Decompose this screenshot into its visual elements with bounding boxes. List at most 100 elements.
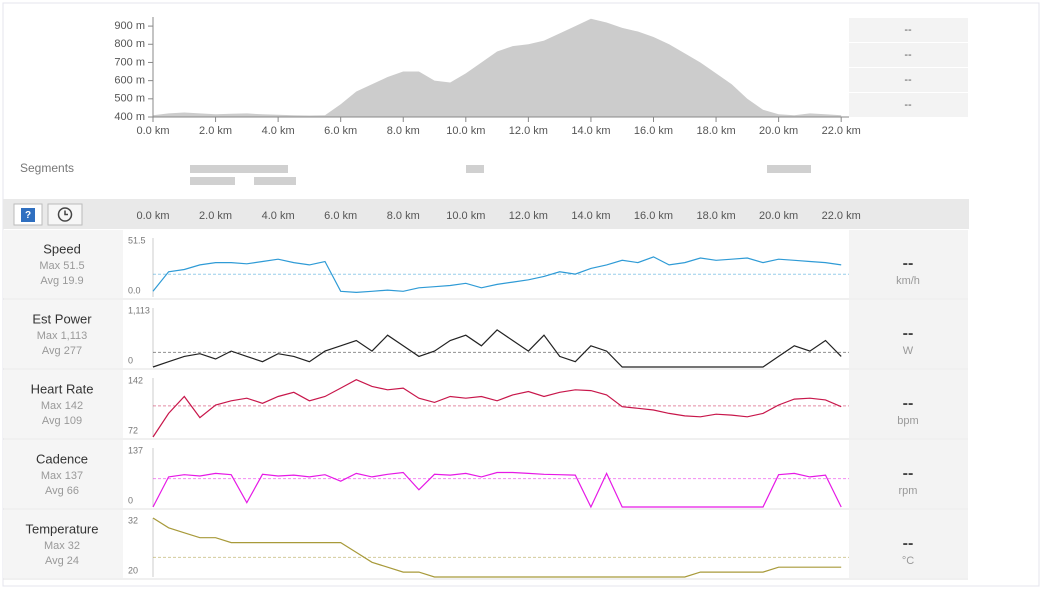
x-tick-label: 6.0 km	[324, 125, 357, 137]
stream-name: Est Power	[32, 311, 92, 326]
stat-box	[849, 68, 968, 92]
x-tick-label: 2.0 km	[199, 125, 232, 137]
stat-label: Avg	[40, 275, 59, 287]
stat-label: Max	[41, 470, 62, 482]
stat-label: Max	[44, 540, 65, 552]
current-value: --	[903, 325, 914, 342]
x-tick-label: 10.0 km	[446, 125, 485, 137]
toolbar-x-tick-label: 18.0 km	[696, 210, 735, 222]
stream-name: Cadence	[36, 451, 88, 466]
segment[interactable]	[190, 177, 235, 185]
stat-value: --	[904, 24, 912, 36]
x-tick-label: 14.0 km	[571, 125, 610, 137]
toolbar-x-tick-label: 0.0 km	[136, 210, 169, 222]
toolbar-x-tick-label: 8.0 km	[387, 210, 420, 222]
y-tick-label: 500 m	[114, 93, 145, 105]
y-tick-label: 700 m	[114, 56, 145, 68]
stream-line	[152, 471, 842, 509]
unit: rpm	[899, 485, 918, 497]
toolbar-x-tick-label: 16.0 km	[634, 210, 673, 222]
value-cell	[849, 370, 968, 438]
stream-max: Max 142	[41, 400, 83, 412]
y-tick-label: 0.0	[128, 285, 141, 295]
toolbar-x-tick-label: 6.0 km	[324, 210, 357, 222]
unit: km/h	[896, 275, 920, 287]
y-tick-label: 900 m	[114, 20, 145, 32]
stat-value: --	[904, 49, 912, 61]
stat-label: Max	[41, 400, 62, 412]
current-value: --	[903, 465, 914, 482]
label-cell	[3, 300, 123, 368]
y-tick-label: 51.5	[128, 235, 146, 245]
stream-avg: Avg 277	[42, 345, 82, 357]
toolbar-x-tick-label: 22.0 km	[822, 210, 861, 222]
x-tick-label: 12.0 km	[509, 125, 548, 137]
y-tick-label: 0	[128, 355, 133, 365]
x-tick-label: 0.0 km	[136, 125, 169, 137]
stream-name: Speed	[43, 241, 81, 256]
segment[interactable]	[254, 177, 296, 185]
y-tick-label: 142	[128, 375, 143, 385]
y-tick-label: 600 m	[114, 75, 145, 87]
y-tick-label: 72	[128, 425, 138, 435]
toolbar-x-tick-label: 10.0 km	[446, 210, 485, 222]
stat-box	[849, 18, 968, 42]
label-cell	[3, 440, 123, 508]
segment[interactable]	[466, 165, 484, 173]
stat-box	[849, 93, 968, 117]
stat-label: Avg	[45, 555, 64, 567]
toolbar-x-tick-label: 4.0 km	[262, 210, 295, 222]
stream-avg: Avg 24	[45, 555, 79, 567]
stream-max: Max 1,113	[37, 330, 88, 342]
toolbar-x-tick-label: 12.0 km	[509, 210, 548, 222]
x-tick-label: 16.0 km	[634, 125, 673, 137]
toolbar-x-tick-label: 20.0 km	[759, 210, 798, 222]
stat-label: Avg	[42, 345, 61, 357]
elevation-area	[153, 18, 842, 117]
stat-value: 109	[64, 415, 82, 427]
y-tick-label: 32	[128, 515, 138, 525]
stat-value: 277	[64, 345, 82, 357]
segment[interactable]	[190, 165, 288, 173]
segments-label: Segments	[20, 161, 74, 175]
stat-label: Max	[37, 330, 58, 342]
stat-label: Max	[39, 260, 60, 272]
current-value: --	[903, 395, 914, 412]
toolbar-x-tick-label: 2.0 km	[199, 210, 232, 222]
stat-value: 19.9	[62, 275, 83, 287]
toolbar-x-tick-label: 14.0 km	[571, 210, 610, 222]
label-cell	[3, 370, 123, 438]
x-tick-label: 8.0 km	[387, 125, 420, 137]
stat-value: --	[904, 99, 912, 111]
y-tick-label: 0	[128, 495, 133, 505]
unit: bpm	[897, 415, 918, 427]
stream-max: Max 51.5	[39, 260, 84, 272]
y-tick-label: 400 m	[114, 111, 145, 123]
help-button[interactable]: ?	[13, 203, 43, 226]
value-cell	[849, 510, 968, 578]
stream-line	[152, 256, 842, 294]
stream-name: Temperature	[26, 521, 99, 536]
stat-value: 51.5	[63, 260, 84, 272]
svg-text:?: ?	[25, 210, 31, 221]
unit: W	[903, 345, 914, 357]
time-button[interactable]	[47, 203, 83, 226]
stat-value: 137	[65, 470, 83, 482]
current-value: --	[903, 255, 914, 272]
value-cell	[849, 300, 968, 368]
toolbar	[3, 199, 969, 229]
value-cell	[849, 230, 968, 298]
stream-avg: Avg 19.9	[40, 275, 83, 287]
stream-line	[152, 379, 842, 438]
stat-label: Avg	[45, 485, 64, 497]
value-cell	[849, 440, 968, 508]
x-tick-label: 20.0 km	[759, 125, 798, 137]
stat-value: 32	[68, 540, 80, 552]
stat-label: Avg	[42, 415, 61, 427]
segment[interactable]	[767, 165, 811, 173]
label-cell	[3, 230, 123, 298]
stream-name: Heart Rate	[31, 381, 94, 396]
stream-max: Max 137	[41, 470, 83, 482]
y-tick-label: 137	[128, 445, 143, 455]
